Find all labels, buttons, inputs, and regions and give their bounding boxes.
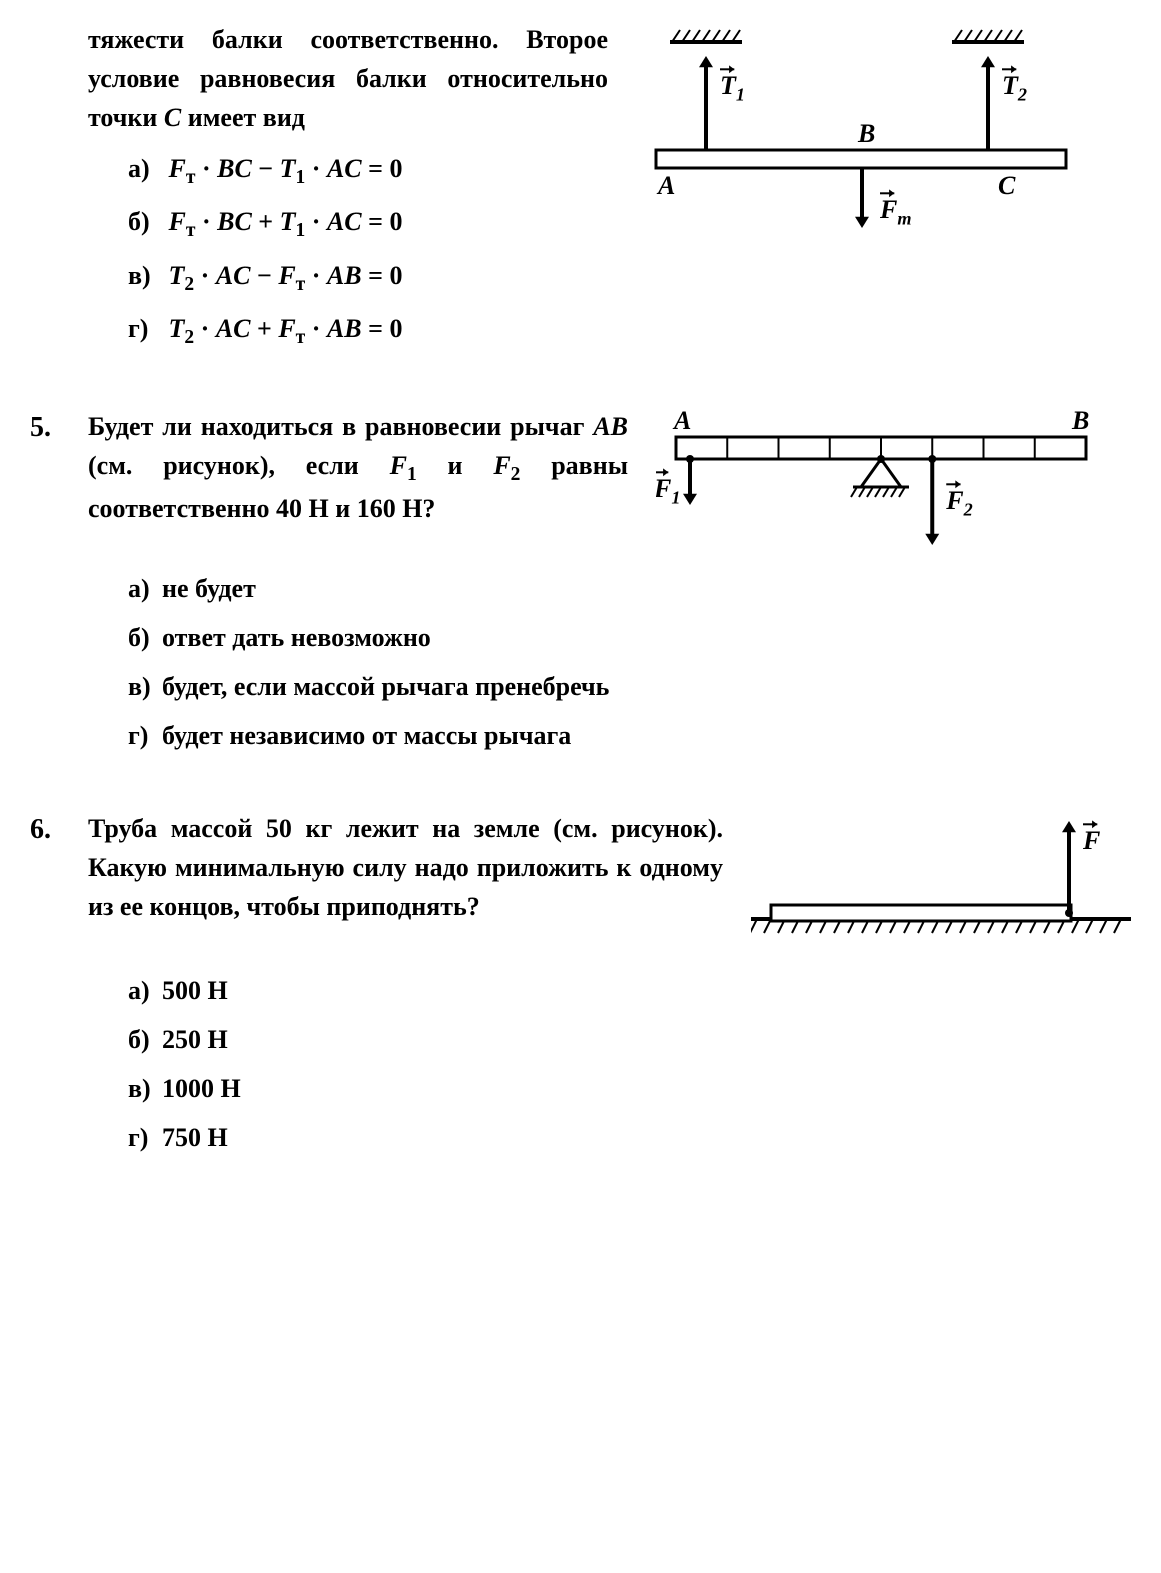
- problem-6-text: Труба массой 50 кг лежит на земле (см. р…: [88, 809, 723, 959]
- option-4b: б) Fт · BC + T1 · AC = 0: [128, 202, 608, 245]
- problem-5-options: а)не будет б)ответ дать невозможно в)буд…: [88, 569, 1131, 755]
- option-6a: а)500 Н: [128, 971, 1131, 1010]
- svg-text:A: A: [656, 171, 675, 200]
- problem-4-options: а) Fт · BC − T1 · AC = 0 б) Fт · BC + T1…: [88, 149, 608, 353]
- svg-text:B: B: [857, 119, 875, 148]
- option-4g: г) T2 · AC + Fт · AB = 0: [128, 309, 608, 352]
- problem-4-text: тяжести балки соответственно. Второе усл…: [88, 20, 608, 379]
- svg-text:B: B: [1071, 407, 1089, 435]
- option-5g: г)будет независимо от массы рычага: [128, 716, 1131, 755]
- problem-5: 5. Будет ли находиться в равновесии рыча…: [30, 407, 1131, 781]
- lever-diagram: F1 F2 A B: [656, 407, 1096, 557]
- svg-text:T1: T1: [720, 71, 745, 105]
- option-5v: в)будет, если массой рычага пренебречь: [128, 667, 1131, 706]
- problem-6-options: а)500 Н б)250 Н в)1000 Н г)750 Н: [88, 971, 1131, 1157]
- problem-4-figure: T1 T2 Fт A B C: [636, 20, 1076, 379]
- problem-6-figure: F: [751, 809, 1131, 959]
- problem-4: тяжести балки соответственно. Второе усл…: [30, 20, 1131, 379]
- svg-text:F1: F1: [656, 474, 680, 508]
- problem-5-number: 5.: [30, 407, 60, 781]
- svg-text:F2: F2: [945, 486, 972, 520]
- problem-6: 6. Труба массой 50 кг лежит на земле (см…: [30, 809, 1131, 1183]
- problem-5-figure: F1 F2 A B: [656, 407, 1096, 557]
- pipe-diagram: F: [751, 809, 1131, 959]
- problem-4-number: [30, 20, 60, 379]
- option-6v: в)1000 Н: [128, 1069, 1131, 1108]
- option-6g: г)750 Н: [128, 1118, 1131, 1157]
- svg-text:C: C: [998, 171, 1016, 200]
- option-6b: б)250 Н: [128, 1020, 1131, 1059]
- beam-diagram: T1 T2 Fт A B C: [636, 20, 1076, 250]
- option-4a: а) Fт · BC − T1 · AC = 0: [128, 149, 608, 192]
- svg-text:A: A: [672, 407, 691, 435]
- option-5a: а)не будет: [128, 569, 1131, 608]
- problem-6-number: 6.: [30, 809, 60, 1183]
- problem-5-text: Будет ли находиться в равновесии рычаг A…: [88, 407, 628, 557]
- svg-text:Fт: Fт: [879, 195, 912, 229]
- option-4v: в) T2 · AC − Fт · AB = 0: [128, 256, 608, 299]
- option-5b: б)ответ дать невозможно: [128, 618, 1131, 657]
- svg-text:T2: T2: [1002, 71, 1027, 105]
- svg-text:F: F: [1082, 826, 1100, 855]
- problem-4-intro: тяжести балки соответственно. Второе усл…: [88, 25, 608, 132]
